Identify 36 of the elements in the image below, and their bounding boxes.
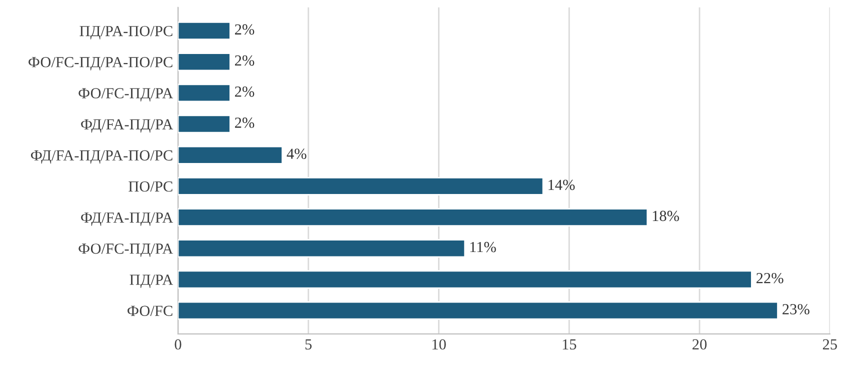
data-label: 22% — [756, 272, 784, 284]
y-tick-label: ФО/FC-ПД/PA — [78, 244, 174, 257]
y-tick-label: ФО/FC — [128, 306, 172, 316]
bar — [178, 208, 648, 227]
data-label: 4% — [286, 148, 306, 159]
x-tick-label: 0 — [174, 339, 182, 350]
bar — [178, 239, 466, 258]
data-label: 2% — [235, 118, 254, 128]
y-tick-label: ФД/FA-ПД/PA — [81, 212, 174, 226]
data-label: 2% — [235, 55, 254, 66]
y-tick-label: ФД/FA-ПД/PA — [81, 119, 174, 133]
y-tick-label: ПО/PC — [128, 181, 172, 192]
x-tick-label: 10 — [432, 339, 446, 350]
x-tick-label: 5 — [305, 339, 312, 350]
bar — [178, 22, 231, 40]
y-tick-label: ПД/PA-ПО/PC — [80, 26, 172, 40]
bar — [178, 176, 544, 196]
bar — [178, 52, 231, 72]
y-tick-label: ПД/PA — [130, 274, 174, 288]
y-tick-label: ФО/FC-ПД/PA — [78, 88, 174, 102]
x-tick-label: 20 — [692, 339, 707, 350]
bar — [178, 114, 231, 134]
x-tick-label: 25 — [822, 339, 837, 350]
y-tick-label: ФО/FC-ПД/PA-ПО/PC — [28, 57, 172, 70]
y-tick-label: ФД/FA-ПД/PA-ПО/PC — [30, 150, 172, 164]
bar — [178, 84, 231, 102]
data-label: 18% — [652, 210, 680, 222]
data-label: 14% — [548, 180, 575, 190]
data-label: 2% — [235, 24, 254, 35]
x-tick-label: 15 — [562, 339, 576, 350]
data-label: 2% — [235, 86, 254, 97]
bar — [178, 301, 778, 320]
bar — [178, 270, 752, 289]
data-label: 11% — [470, 242, 496, 252]
bar — [178, 146, 284, 164]
data-label: 23% — [782, 304, 810, 314]
